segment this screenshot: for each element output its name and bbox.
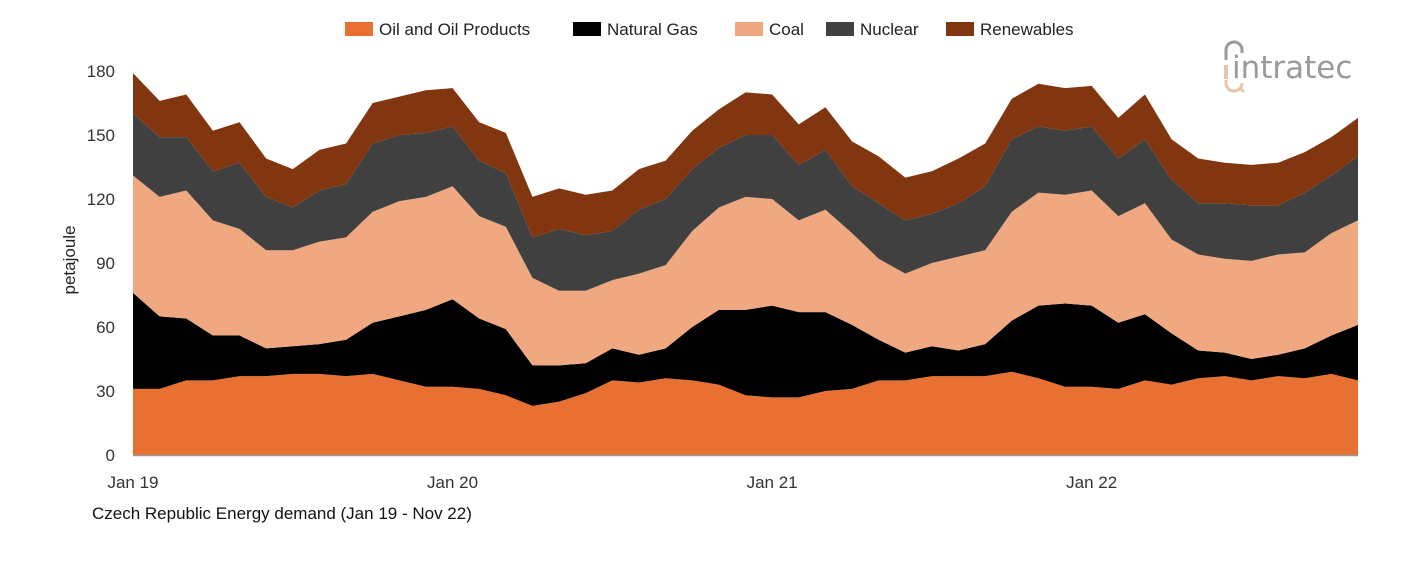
legend-swatch [946,22,974,36]
logo-mark-icon [1224,40,1244,60]
legend-label: Coal [769,20,804,39]
area-oil-and-oil-products [133,371,1358,455]
legend-swatch [345,22,373,36]
y-tick-label: 60 [96,318,115,337]
x-tick-label: Jan 19 [107,473,158,492]
legend-item: Natural Gas [573,20,698,39]
area-nuclear [133,113,1358,291]
x-axis-ticks: Jan 19 Jan 20 Jan 21 Jan 22 [107,473,1117,492]
area-natural-gas [133,292,1358,406]
area-coal [133,175,1358,366]
legend-swatch [573,22,601,36]
y-tick-label: 180 [87,62,115,81]
y-tick-label: 90 [96,254,115,273]
y-axis-label: petajoule [60,225,79,294]
chart-caption: Czech Republic Energy demand (Jan 19 - N… [92,504,472,523]
x-tick-label: Jan 20 [427,473,478,492]
logo-bar-icon [1224,65,1228,79]
y-tick-label: 0 [106,446,115,465]
legend-label: Natural Gas [607,20,698,39]
area-renewables [133,73,1358,238]
legend-item: Coal [735,20,804,39]
intratec-logo: intratec [1224,40,1352,94]
logo-text: intratec [1232,50,1352,86]
legend: Oil and Oil Products Natural Gas Coal Nucle… [345,20,1074,39]
legend-swatch [735,22,763,36]
x-tick-label: Jan 22 [1066,473,1117,492]
x-tick-label: Jan 21 [747,473,798,492]
y-axis-ticks: 0 30 60 90 120 150 180 [87,62,115,465]
legend-item: Oil and Oil Products [345,20,530,39]
y-tick-label: 150 [87,126,115,145]
legend-item: Nuclear [826,20,919,39]
legend-item: Renewables [946,20,1074,39]
logo-arc-icon [1224,80,1246,94]
y-tick-label: 120 [87,190,115,209]
legend-label: Renewables [980,20,1074,39]
legend-label: Oil and Oil Products [379,20,530,39]
legend-swatch [826,22,854,36]
legend-label: Nuclear [860,20,919,39]
y-tick-label: 30 [96,382,115,401]
areas-layer [133,73,1358,455]
